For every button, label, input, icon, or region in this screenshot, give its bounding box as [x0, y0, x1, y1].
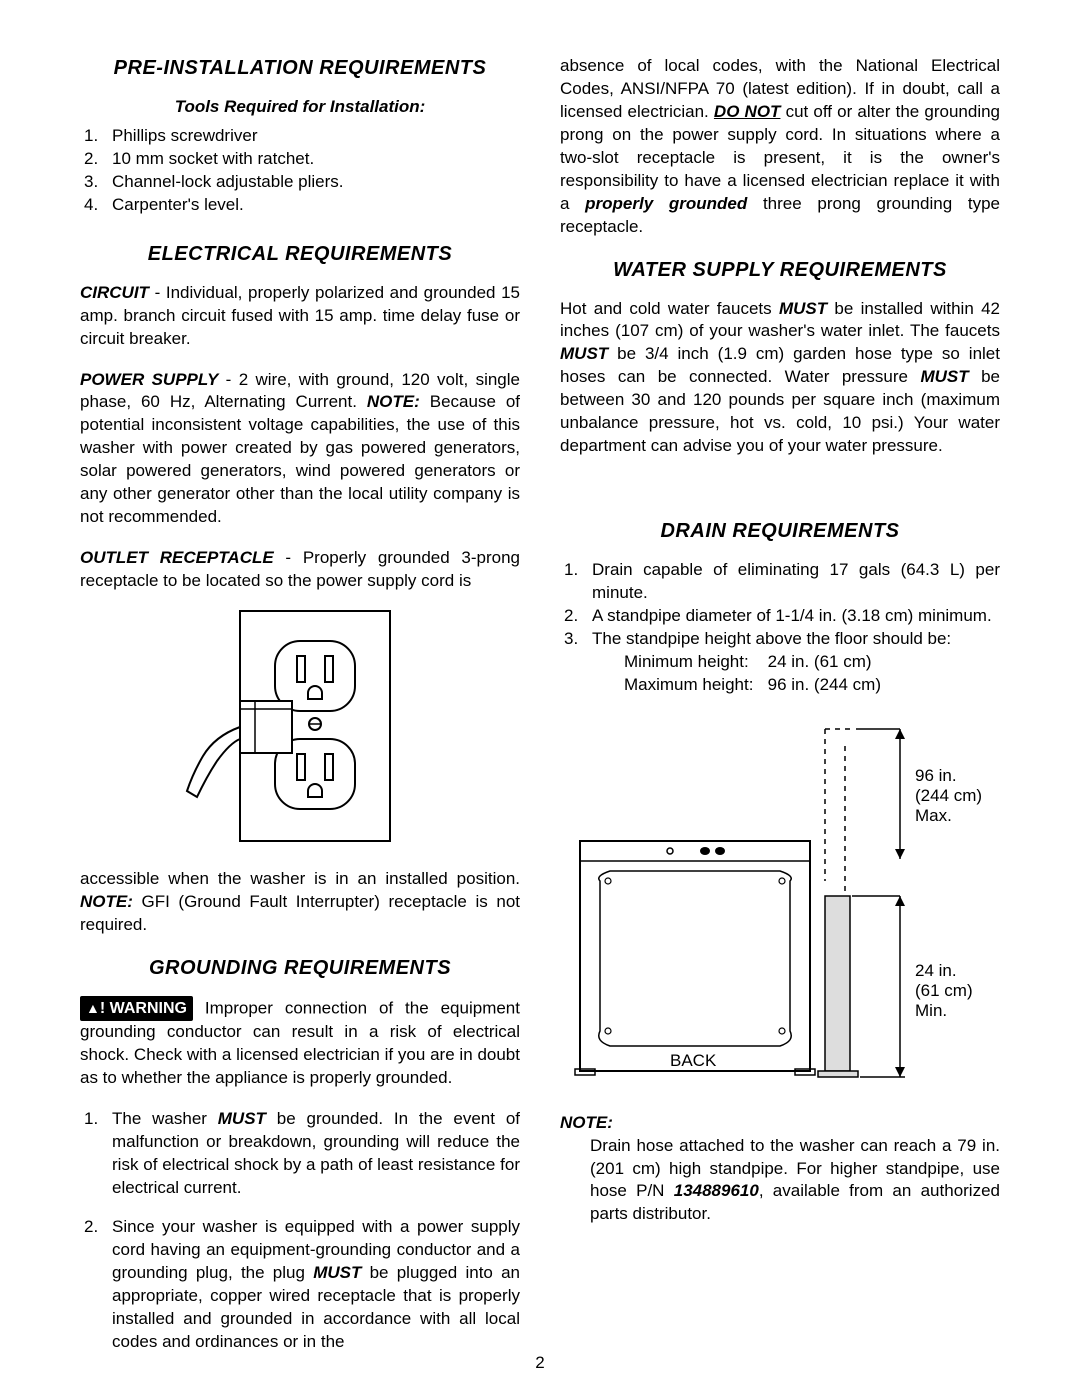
back-label: BACK	[670, 1051, 717, 1070]
outlet-para-1: OUTLET RECEPTACLE - Properly grounded 3-…	[80, 547, 520, 593]
list-item: 3. The standpipe height above the floor …	[564, 628, 1000, 697]
heading-electrical: ELECTRICAL REQUIREMENTS	[80, 241, 520, 268]
list-item: 2.A standpipe diameter of 1-1/4 in. (3.1…	[564, 605, 1000, 628]
drain-note: NOTE: Drain hose attached to the washer …	[560, 1112, 1000, 1227]
svg-text:Max.: Max.	[915, 806, 952, 825]
heading-preinstall: PRE-INSTALLATION REQUIREMENTS	[80, 55, 520, 82]
page-number: 2	[0, 1353, 1080, 1373]
circuit-para: CIRCUIT - Individual, properly polarized…	[80, 282, 520, 351]
heading-grounding: GROUNDING REQUIREMENTS	[80, 955, 520, 982]
warning-para: ▲! WARNING Improper connection of the eq…	[80, 996, 520, 1090]
heading-tools: Tools Required for Installation:	[80, 96, 520, 119]
water-para: Hot and cold water faucets MUST be insta…	[560, 298, 1000, 459]
svg-text:(244 cm): (244 cm)	[915, 786, 982, 805]
list-item: 3.Channel-lock adjustable pliers.	[84, 171, 520, 194]
outlet-icon	[185, 601, 415, 851]
washer-diagram-icon: 96 in. (244 cm) Max. BACK	[560, 721, 1000, 1091]
list-item: 1.Phillips screwdriver	[84, 125, 520, 148]
list-item: 1. The washer MUST be grounded. In the e…	[84, 1108, 520, 1200]
warning-icon: ▲! WARNING	[80, 996, 193, 1022]
svg-text:(61 cm): (61 cm)	[915, 981, 973, 1000]
heading-water: WATER SUPPLY REQUIREMENTS	[560, 257, 1000, 284]
list-item: 1.Drain capable of eliminating 17 gals (…	[564, 559, 1000, 605]
list-item: 2.10 mm socket with ratchet.	[84, 148, 520, 171]
right-column: absence of local codes, with the Nationa…	[560, 55, 1000, 1377]
left-column: PRE-INSTALLATION REQUIREMENTS Tools Requ…	[80, 55, 520, 1377]
svg-text:24 in.: 24 in.	[915, 961, 957, 980]
heading-drain: DRAIN REQUIREMENTS	[560, 518, 1000, 545]
power-para: POWER SUPPLY - 2 wire, with ground, 120 …	[80, 369, 520, 530]
svg-text:96 in.: 96 in.	[915, 766, 957, 785]
outlet-para-2: accessible when the washer is in an inst…	[80, 868, 520, 937]
grounding-list: 1. The washer MUST be grounded. In the e…	[84, 1108, 520, 1353]
drain-figure: 96 in. (244 cm) Max. BACK	[560, 721, 1000, 1098]
tools-list: 1.Phillips screwdriver 2.10 mm socket wi…	[84, 125, 520, 217]
svg-text:Min.: Min.	[915, 1001, 947, 1020]
drain-list: 1.Drain capable of eliminating 17 gals (…	[564, 559, 1000, 697]
list-item: 4.Carpenter's level.	[84, 194, 520, 217]
grounding-continuation: absence of local codes, with the Nationa…	[560, 55, 1000, 239]
page-columns: PRE-INSTALLATION REQUIREMENTS Tools Requ…	[80, 55, 1000, 1377]
outlet-figure	[80, 601, 520, 858]
list-item: 2. Since your washer is equipped with a …	[84, 1216, 520, 1354]
